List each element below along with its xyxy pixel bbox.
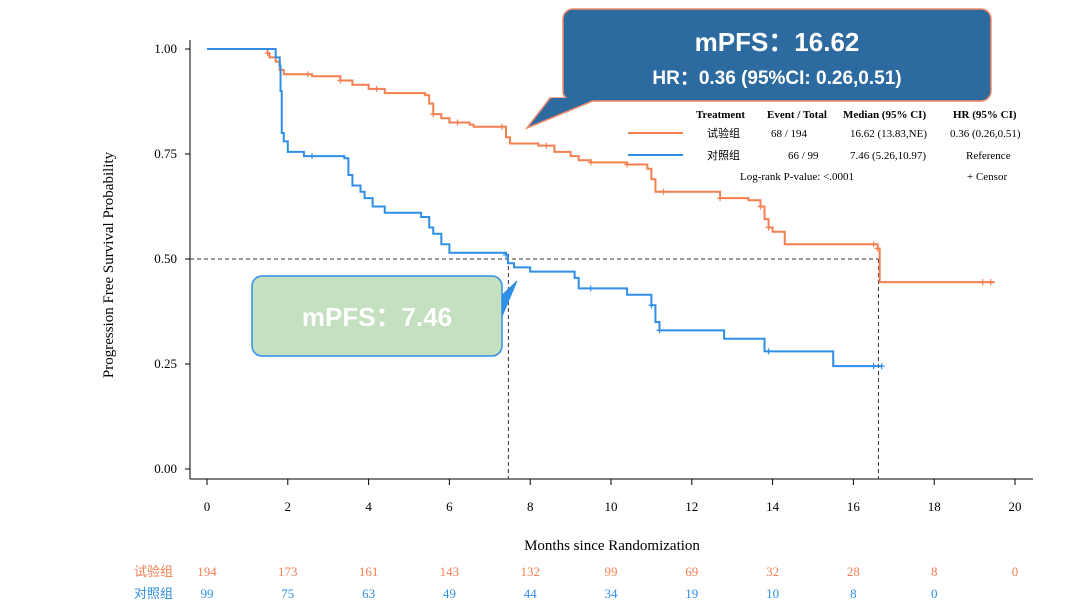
censor-mark-treatment: [430, 111, 437, 118]
risk-value-control: 10: [766, 586, 779, 601]
x-tick-label: 6: [446, 499, 453, 514]
x-axis-label: Months since Randomization: [524, 538, 700, 554]
y-axis-label: Progression Free Survival Probability: [101, 151, 117, 378]
y-tick-label: 0.75: [154, 146, 177, 161]
censor-mark-treatment: [874, 245, 881, 252]
callout-treatment-box: [562, 8, 992, 102]
censor-mark-control: [309, 153, 316, 160]
censor-mark-treatment: [264, 50, 271, 57]
legend-hr-control: Reference: [966, 150, 1011, 162]
callout-control-box: [251, 275, 503, 357]
risk-value-treatment: 69: [685, 564, 698, 579]
callout-control-mpfs: mPFS：7.46: [302, 302, 452, 332]
legend-header-hr: HR (95% CI): [953, 109, 1017, 121]
risk-value-control: 19: [685, 586, 698, 601]
x-tick-label: 20: [1009, 499, 1022, 514]
callout-treatment-hr: HR：0.36 (95%CI: 0.26,0.51): [652, 68, 901, 89]
x-tick-label: 12: [685, 499, 698, 514]
legend-name-treatment: 试验组: [707, 126, 740, 140]
callout-control: mPFS：7.46: [251, 275, 518, 357]
x-tick-label: 14: [766, 499, 780, 514]
risk-value-control: 44: [524, 586, 538, 601]
risk-value-control: 8: [850, 586, 857, 601]
callout-treatment-pointer-cover: [530, 98, 598, 125]
risk-value-treatment: 99: [605, 564, 618, 579]
legend-censor: + Censor: [967, 171, 1007, 183]
censor-mark-treatment: [987, 279, 994, 286]
y-tick-label: 0.25: [154, 356, 177, 371]
censor-mark-control: [587, 285, 594, 292]
y-tick-label: 0.50: [154, 251, 177, 266]
censor-mark-treatment: [765, 224, 772, 231]
censor-mark-control: [502, 251, 509, 258]
legend-name-control: 对照组: [707, 148, 740, 162]
risk-value-treatment: 32: [766, 564, 779, 579]
censor-mark-treatment: [337, 77, 344, 84]
y-ticks: 0.00 0.25 0.50 0.75 1.00: [154, 41, 190, 476]
censor-mark-treatment: [373, 85, 380, 92]
legend-header-median: Median (95% CI): [843, 109, 926, 121]
y-tick-label: 1.00: [154, 41, 177, 56]
legend-logrank: Log-rank P-value: <.0001: [740, 171, 854, 183]
risk-value-control: 75: [281, 586, 294, 601]
censor-mark-treatment: [498, 123, 505, 130]
risk-value-control: 34: [605, 586, 619, 601]
risk-table: 试验组 对照组 194 173 161 143 132 99 69 32 28 8 0 99 75 63 4…: [134, 564, 1018, 601]
legend-event-control: 66 / 99: [788, 150, 819, 162]
risk-label-control: 对照组: [134, 586, 173, 601]
risk-value-control: 63: [362, 586, 375, 601]
x-tick-label: 10: [605, 499, 618, 514]
censor-mark-treatment: [757, 203, 764, 210]
legend-event-treatment: 68 / 194: [771, 128, 808, 140]
risk-value-treatment: 8: [931, 564, 938, 579]
risk-value-treatment: 143: [440, 564, 460, 579]
legend-median-control: 7.46 (5.26,10.97): [850, 150, 926, 162]
x-tick-label: 18: [928, 499, 941, 514]
censor-mark-control: [870, 363, 877, 370]
risk-value-control: 0: [931, 586, 938, 601]
censor-mark-treatment: [979, 279, 986, 286]
legend-header-event-total: Event / Total: [767, 109, 827, 121]
legend-header-treatment: Treatment: [696, 109, 745, 121]
x-tick-label: 16: [847, 499, 861, 514]
censor-mark-treatment: [587, 159, 594, 166]
censor-mark-treatment: [624, 161, 631, 168]
x-tick-label: 2: [285, 499, 292, 514]
censor-mark-treatment: [870, 241, 877, 248]
censor-mark-treatment: [717, 195, 724, 202]
censor-mark-treatment: [543, 142, 550, 149]
x-tick-label: 4: [365, 499, 372, 514]
risk-value-treatment: 161: [359, 564, 379, 579]
censor-mark-control: [765, 348, 772, 355]
risk-value-treatment: 173: [278, 564, 298, 579]
risk-value-control: 99: [201, 586, 214, 601]
risk-value-control: 49: [443, 586, 456, 601]
censor-mark-treatment: [660, 188, 667, 195]
censor-mark-treatment: [305, 71, 311, 78]
legend: Treatment Event / Total Median (95% CI) …: [628, 109, 1021, 183]
risk-value-treatment: 28: [847, 564, 860, 579]
y-tick-label: 0.00: [154, 461, 177, 476]
censor-marks: [264, 50, 994, 370]
risk-value-treatment: 132: [520, 564, 540, 579]
risk-value-treatment: 0: [1012, 564, 1019, 579]
x-tick-label: 0: [204, 499, 211, 514]
callout-treatment-mpfs: mPFS：16.62: [695, 27, 860, 57]
legend-hr-treatment: 0.36 (0.26,0.51): [950, 128, 1021, 140]
x-ticks: 0 2 4 6 8 10 12 14 16 18 20: [204, 479, 1022, 514]
censor-mark-treatment: [454, 119, 461, 126]
x-tick-label: 8: [527, 499, 534, 514]
censor-mark-control: [656, 327, 663, 334]
censor-mark-control: [648, 302, 655, 309]
callout-treatment: mPFS：16.62 HR：0.36 (95%CI: 0.26,0.51): [524, 8, 992, 130]
censor-mark-control: [878, 363, 885, 370]
risk-label-treatment: 试验组: [134, 564, 173, 579]
legend-median-treatment: 16.62 (13.83,NE): [850, 128, 927, 140]
risk-value-treatment: 194: [197, 564, 217, 579]
